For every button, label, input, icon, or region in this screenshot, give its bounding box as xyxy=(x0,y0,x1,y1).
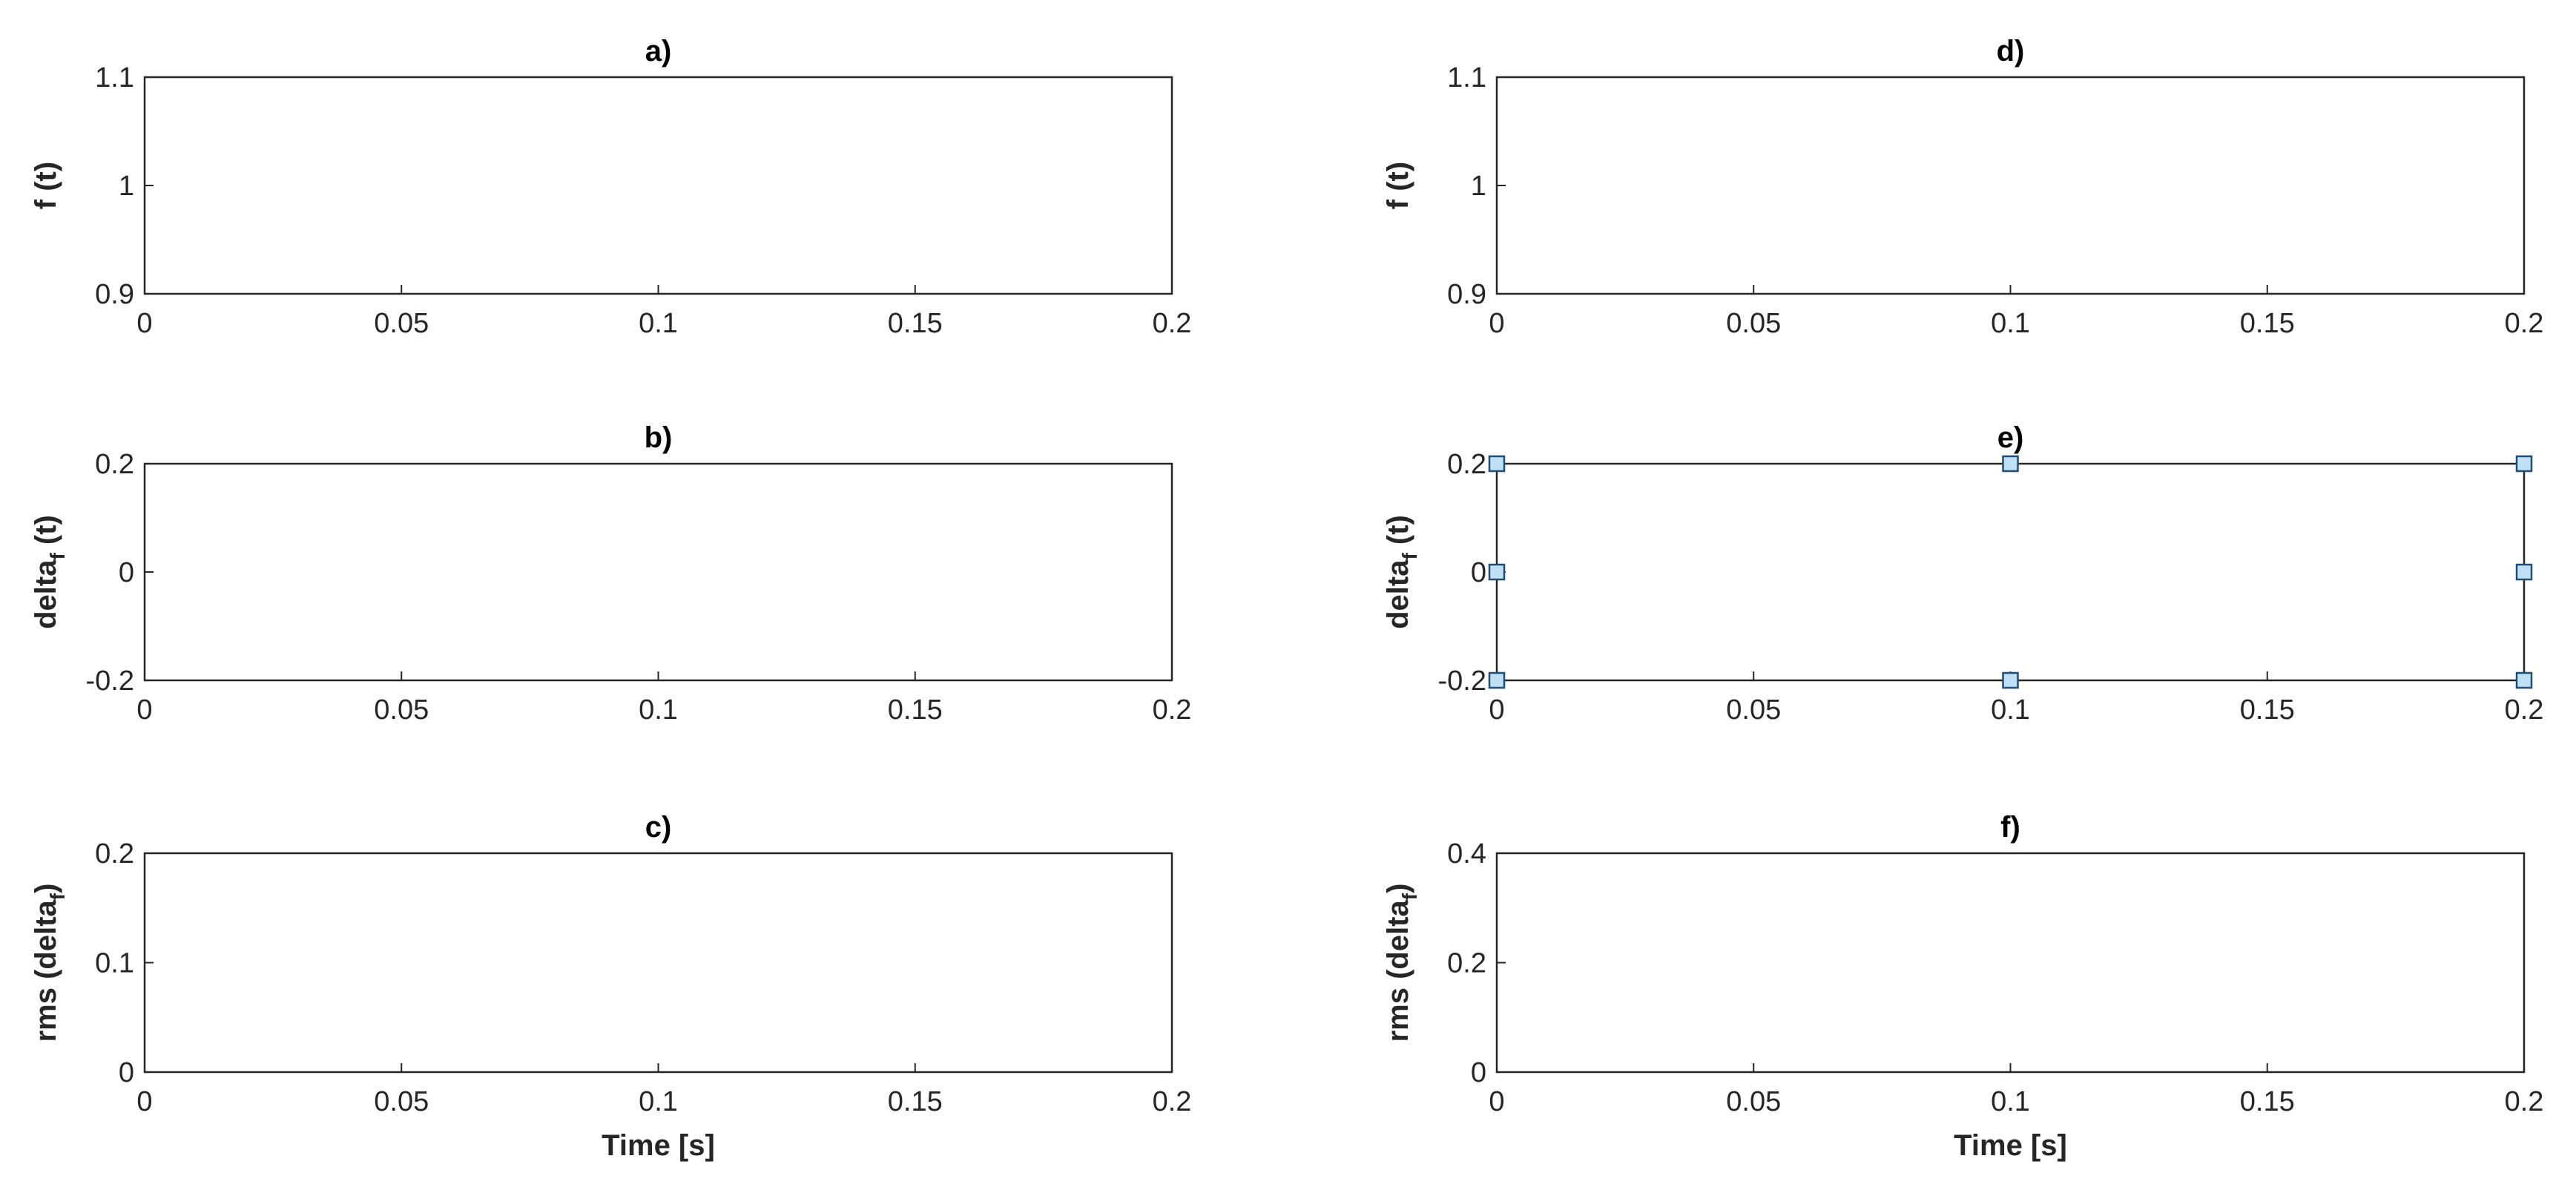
x-tick-label: 0.1 xyxy=(1991,308,2030,339)
axes-frame xyxy=(143,852,1173,1074)
y-axis-label-subscript: f xyxy=(1398,553,1421,560)
y-axis-label-main: f (t) xyxy=(1382,162,1414,209)
selection-handle[interactable] xyxy=(2515,563,2533,581)
x-tick-label: 0.1 xyxy=(639,1086,678,1117)
selection-handle[interactable] xyxy=(2002,455,2019,473)
y-tick-label: -0.2 xyxy=(86,666,134,697)
y-tick-label: 0.2 xyxy=(95,838,134,870)
panel-b: 0 0.05 0.1 0.15 0.2-0.200.2b)deltaf (t) xyxy=(30,421,1191,726)
x-tick-label: 0.1 xyxy=(639,694,678,726)
axes-frame xyxy=(1495,852,2526,1074)
y-tick-label: 1.1 xyxy=(95,62,134,93)
y-tick-label: 0 xyxy=(1471,1057,1486,1088)
x-tick-label: 0.2 xyxy=(1153,1086,1192,1117)
x-tick-label: 0.15 xyxy=(2240,308,2295,339)
selection-handle[interactable] xyxy=(2002,671,2019,689)
panel-a: 0 0.05 0.1 0.15 0.2 0.9 1 1.1 a) f (t) xyxy=(30,35,1192,339)
x-axis-label: Time [s] xyxy=(1954,1129,2067,1162)
selection-handle[interactable] xyxy=(1488,563,1506,581)
y-tick-label: 0 xyxy=(1471,557,1486,588)
panel-title: b) xyxy=(645,421,673,454)
x-tick-label: 0.15 xyxy=(2240,694,2295,726)
selection-handle[interactable] xyxy=(2515,671,2533,689)
x-tick-label: 0.15 xyxy=(888,1086,943,1117)
panel-d: 0 0.05 0.1 0.15 0.2 0.9 1 1.1 d) f (t) xyxy=(1382,35,2544,339)
y-tick-label: 0.2 xyxy=(1447,948,1486,979)
x-tick-label: 0 xyxy=(1489,1086,1504,1117)
x-tick-label: 0.05 xyxy=(374,694,429,726)
y-axis-label: f (t) xyxy=(1382,162,1414,209)
x-tick-label: 0.05 xyxy=(1726,694,1781,726)
y-tick-label: 0.9 xyxy=(1447,279,1486,310)
x-tick-label: 0 xyxy=(136,694,152,726)
panel-f: 0 0.05 0.1 0.15 0.200.20.4f)rms (deltaf)Time… xyxy=(1382,811,2543,1162)
y-axis-label-suffix: ) xyxy=(1382,884,1414,893)
y-axis-label-subscript: f xyxy=(46,893,69,900)
x-tick-label: 0.05 xyxy=(374,308,429,339)
x-tick-label: 0.05 xyxy=(374,1086,429,1117)
x-axis-label: Time [s] xyxy=(602,1129,715,1162)
x-tick-label: 0.2 xyxy=(2505,308,2544,339)
y-tick-label: -0.2 xyxy=(1438,666,1486,697)
y-tick-label: 1 xyxy=(119,171,134,202)
y-axis-label-main: rms (delta xyxy=(30,899,62,1042)
y-axis-label-suffix: ) xyxy=(30,884,62,893)
selection-handle[interactable] xyxy=(1488,455,1506,473)
x-tick-label: 0 xyxy=(136,1086,152,1117)
y-axis-label-main: delta xyxy=(1382,559,1414,629)
y-tick-label: 0.2 xyxy=(1447,449,1486,480)
y-tick-label: 0.4 xyxy=(1447,838,1486,870)
axes-frame xyxy=(1495,462,2526,682)
y-axis-label-suffix: (t) xyxy=(30,515,62,553)
axes-frame xyxy=(143,76,1173,295)
x-tick-label: 0.15 xyxy=(2240,1086,2295,1117)
x-tick-label: 0 xyxy=(1489,694,1504,726)
y-tick-label: 0.9 xyxy=(95,279,134,310)
y-axis-label-main: rms (delta xyxy=(1382,899,1414,1042)
x-tick-label: 0.1 xyxy=(1991,694,2030,726)
panel-e[interactable]: 0 0.05 0.1 0.15 0.2-0.200.2e)deltaf (t) xyxy=(1382,421,2543,726)
y-tick-label: 0 xyxy=(119,557,134,588)
y-axis-label: rms (deltaf) xyxy=(30,884,69,1042)
y-tick-label: 0.2 xyxy=(95,449,134,480)
y-axis-label: deltaf (t) xyxy=(1382,515,1421,629)
x-tick-label: 0.15 xyxy=(888,308,943,339)
panel-title: e) xyxy=(1997,421,2024,454)
selection-handle[interactable] xyxy=(2515,455,2533,473)
axes-frame xyxy=(143,462,1173,682)
selection-handle[interactable] xyxy=(1488,671,1506,689)
y-tick-label: 1 xyxy=(1471,171,1486,202)
x-tick-label: 0 xyxy=(136,308,152,339)
y-tick-label: 1.1 xyxy=(1447,62,1486,93)
x-tick-label: 0.2 xyxy=(1153,694,1192,726)
x-tick-label: 0 xyxy=(1489,308,1504,339)
y-axis-label: rms (deltaf) xyxy=(1382,884,1421,1042)
x-tick-label: 0.1 xyxy=(639,308,678,339)
y-axis-label: deltaf (t) xyxy=(30,515,69,629)
x-tick-label: 0.1 xyxy=(1991,1086,2030,1117)
x-tick-label: 0.2 xyxy=(2505,1086,2544,1117)
y-axis-label-subscript: f xyxy=(46,553,69,560)
axes-frame xyxy=(1495,76,2526,295)
x-tick-label: 0.2 xyxy=(2505,694,2544,726)
panel-title: d) xyxy=(1997,35,2025,68)
y-axis-label: f (t) xyxy=(30,162,62,209)
x-tick-label: 0.05 xyxy=(1726,308,1781,339)
panel-title: f) xyxy=(2000,811,2020,844)
y-axis-label-main: f (t) xyxy=(30,162,62,209)
y-tick-label: 0 xyxy=(119,1057,134,1088)
panel-c: 0 0.05 0.1 0.15 0.2 0 0.1 0.2 c) rms (deltaf) Time… xyxy=(30,811,1191,1162)
panel-title: c) xyxy=(645,811,672,844)
x-tick-label: 0.15 xyxy=(888,694,943,726)
x-tick-label: 0.2 xyxy=(1153,308,1192,339)
x-tick-label: 0.05 xyxy=(1726,1086,1781,1117)
y-axis-label-subscript: f xyxy=(1398,893,1421,900)
panel-title: a) xyxy=(645,35,672,68)
y-tick-label: 0.1 xyxy=(95,948,134,979)
y-axis-label-main: delta xyxy=(30,559,62,629)
y-axis-label-suffix: (t) xyxy=(1382,515,1414,553)
